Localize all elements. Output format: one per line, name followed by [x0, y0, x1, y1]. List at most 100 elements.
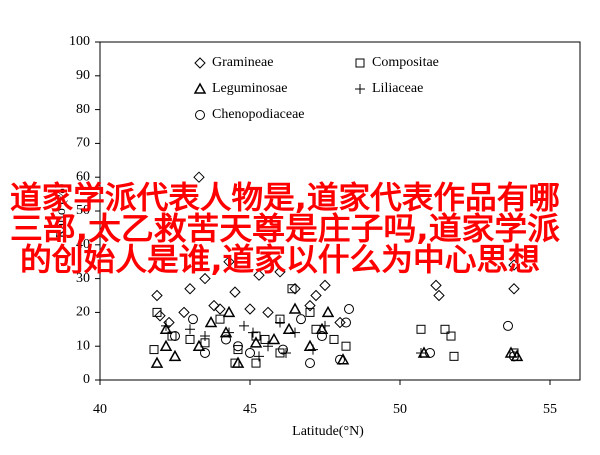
point: [430, 279, 442, 292]
point: [503, 320, 513, 331]
point: [308, 344, 318, 355]
point: [170, 331, 180, 342]
point: [304, 299, 316, 312]
point: [440, 324, 450, 334]
legend-label: Gramineae: [212, 55, 273, 70]
y-tick-label: 10: [76, 338, 90, 353]
legend-marker: [355, 58, 365, 68]
y-tick-label: 30: [76, 271, 90, 286]
y-tick-label: 80: [76, 102, 90, 117]
point: [193, 171, 205, 183]
point: [334, 316, 346, 329]
point: [253, 269, 265, 281]
point: [274, 266, 286, 278]
point: [317, 331, 327, 342]
y-tick-label: 70: [76, 136, 90, 151]
point: [233, 341, 243, 352]
y-tick-label: 20: [76, 305, 90, 320]
point: [278, 344, 288, 355]
point: [508, 283, 520, 295]
point: [150, 356, 164, 368]
point: [159, 339, 173, 351]
point: [289, 283, 301, 295]
point: [200, 331, 210, 342]
y-tick-label: 100: [69, 34, 90, 49]
point: [341, 341, 351, 351]
point: [319, 279, 331, 292]
point: [229, 286, 241, 298]
point: [275, 317, 285, 328]
x-tick-label: 50: [393, 402, 407, 417]
point: [185, 324, 195, 335]
point: [508, 259, 520, 271]
point: [161, 320, 171, 331]
point: [199, 272, 211, 285]
point: [262, 306, 274, 319]
y-tick-label: 50: [76, 203, 90, 218]
point: [416, 324, 426, 334]
point: [245, 347, 255, 358]
overlay-text: 道家学派代表人物是,道家代表作品有哪: [10, 181, 560, 217]
point: [184, 283, 196, 295]
point: [335, 354, 345, 365]
point: [159, 322, 173, 335]
overlay-text: 三部,太乙救苦天尊是庄子吗,道家学派: [10, 212, 560, 248]
legend-marker: [355, 84, 365, 94]
point: [287, 284, 297, 294]
point: [223, 255, 235, 268]
point: [249, 336, 263, 348]
y-tick-label: 40: [76, 237, 90, 252]
point: [248, 327, 258, 338]
point: [151, 289, 163, 302]
point: [154, 310, 166, 322]
point: [341, 317, 351, 328]
y-tick-label: 60: [76, 169, 90, 184]
legend-marker: [194, 57, 206, 69]
point: [290, 327, 300, 338]
point: [192, 339, 206, 351]
point: [416, 347, 426, 358]
point: [168, 349, 182, 362]
y-tick-label: 0: [83, 372, 90, 387]
point: [251, 358, 261, 368]
legend-label: Liliaceae: [372, 81, 423, 96]
point: [244, 303, 256, 315]
point: [344, 304, 354, 315]
legend-marker: [195, 110, 205, 120]
point: [214, 303, 226, 315]
point: [231, 356, 245, 368]
point: [185, 334, 195, 344]
point: [446, 331, 456, 341]
legend-label: Leguminosae: [212, 81, 287, 96]
legend-marker: [193, 82, 207, 94]
point: [296, 314, 306, 325]
point: [310, 289, 322, 302]
y-tick-label: 90: [76, 68, 90, 83]
point: [260, 334, 270, 344]
point: [204, 315, 218, 328]
point: [178, 306, 190, 319]
point: [208, 299, 220, 312]
point: [149, 345, 159, 355]
point: [509, 351, 519, 362]
point: [282, 322, 296, 335]
overlay-text: 的创始人是谁,道家以什么为中心思想: [20, 243, 540, 279]
point: [254, 351, 264, 362]
legend-label: Chenopodiaceae: [212, 107, 305, 122]
point: [163, 316, 175, 329]
point: [433, 289, 445, 302]
point: [320, 320, 330, 331]
x-tick-label: 45: [243, 402, 257, 417]
point: [251, 331, 261, 341]
point: [221, 334, 231, 345]
point: [188, 314, 198, 325]
point: [222, 305, 236, 318]
point: [329, 334, 339, 344]
point: [215, 314, 225, 324]
point: [504, 346, 518, 358]
x-axis-label: Latitude(°N): [292, 424, 364, 439]
point: [233, 345, 243, 355]
x-tick-label: 40: [93, 402, 107, 417]
legend-label: Compositae: [372, 55, 439, 70]
